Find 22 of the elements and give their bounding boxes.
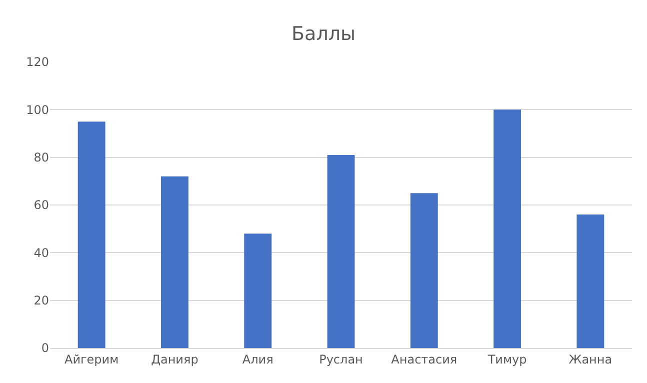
x-tick-label: Данияр [151, 352, 198, 366]
bar [494, 110, 521, 348]
x-tick-label: Руслан [319, 352, 363, 366]
x-tick-label: Анастасия [391, 352, 458, 366]
bar [78, 122, 106, 348]
x-tick-label: Тимур [486, 352, 527, 366]
bar [410, 193, 438, 348]
chart-title: Баллы [292, 23, 356, 46]
y-tick-label: 120 [26, 55, 49, 70]
x-tick-label: Жанна [568, 352, 612, 366]
y-tick-label: 40 [34, 246, 49, 260]
x-tick-label: Айгерим [64, 352, 119, 366]
bar [327, 154, 355, 348]
y-tick-label: 80 [34, 150, 49, 165]
bar [161, 176, 188, 348]
bar [576, 214, 604, 348]
y-tick-label: 0 [41, 341, 49, 356]
bar [244, 234, 272, 348]
y-tick-label: 20 [34, 294, 49, 308]
x-tick-label: Алия [242, 352, 274, 366]
y-tick-label: 100 [26, 102, 49, 117]
y-tick-label: 60 [34, 198, 49, 212]
